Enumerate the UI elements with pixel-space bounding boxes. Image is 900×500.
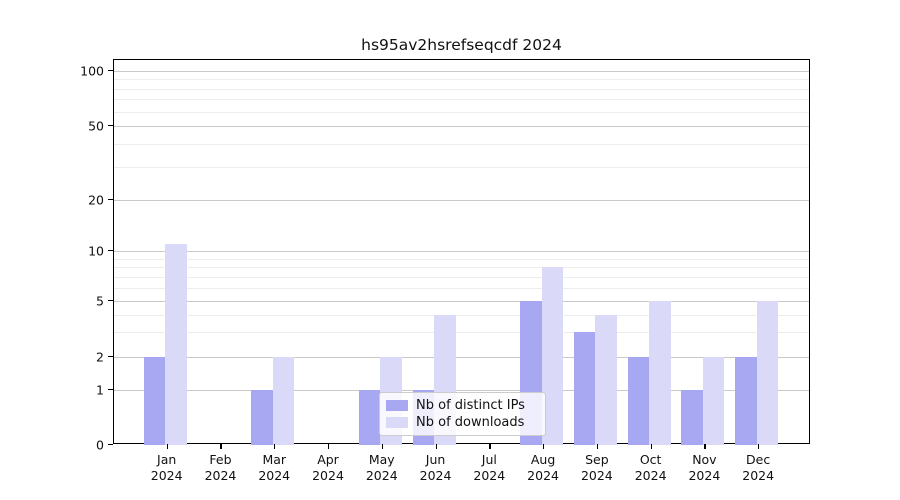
minor-gridline xyxy=(114,314,809,316)
x-tick-label: Jul 2024 xyxy=(473,452,506,483)
x-tick-mark xyxy=(220,444,222,449)
minor-gridline xyxy=(114,332,809,334)
bar-downloads-mar xyxy=(272,357,295,445)
legend-label-distinct-ips: Nb of distinct IPs xyxy=(416,397,525,413)
y-tick-label: 0 xyxy=(96,437,104,452)
minor-gridline xyxy=(114,88,809,90)
legend: Nb of distinct IPs Nb of downloads xyxy=(379,392,546,436)
bar-distinct-ips-jan xyxy=(143,357,166,445)
y-tick-mark xyxy=(108,300,113,302)
x-tick-mark xyxy=(166,444,168,449)
minor-gridline xyxy=(114,111,809,113)
major-gridline xyxy=(114,126,809,127)
x-tick-label: May 2024 xyxy=(365,452,398,483)
major-gridline xyxy=(114,200,809,201)
x-tick-label: Nov 2024 xyxy=(688,452,721,483)
legend-swatch-downloads xyxy=(386,417,408,429)
x-tick-mark xyxy=(328,444,330,449)
x-tick-label: Apr 2024 xyxy=(312,452,344,483)
y-tick-label: 20 xyxy=(88,192,104,207)
x-tick-label: Mar 2024 xyxy=(258,452,291,483)
x-tick-mark xyxy=(758,444,760,449)
major-gridline xyxy=(114,390,809,391)
y-tick-label: 100 xyxy=(80,63,104,78)
y-tick-label: 10 xyxy=(88,243,104,258)
minor-gridline xyxy=(114,167,809,169)
bar-downloads-sep xyxy=(595,314,617,445)
bar-downloads-oct xyxy=(649,301,671,445)
y-tick-label: 2 xyxy=(96,349,104,364)
x-tick-label: Jan 2024 xyxy=(150,452,183,483)
bar-downloads-jan xyxy=(165,243,187,445)
y-tick-label: 50 xyxy=(88,118,104,133)
major-gridline xyxy=(114,301,809,302)
y-tick-mark xyxy=(108,125,113,127)
bar-distinct-ips-oct xyxy=(627,357,650,445)
y-tick-mark xyxy=(108,389,113,391)
x-tick-label: Feb 2024 xyxy=(204,452,237,483)
y-tick-mark xyxy=(108,356,113,358)
x-tick-label: Aug 2024 xyxy=(527,452,559,483)
x-tick-mark xyxy=(489,444,491,449)
y-tick-label: 1 xyxy=(96,382,104,397)
minor-gridline xyxy=(114,79,809,81)
plot-area xyxy=(113,59,810,445)
minor-gridline xyxy=(114,276,809,278)
minor-gridline xyxy=(114,258,809,260)
y-tick-mark xyxy=(108,70,113,72)
minor-gridline xyxy=(114,144,809,146)
x-tick-mark xyxy=(435,444,437,449)
y-tick-mark xyxy=(108,444,113,446)
x-tick-label: Jun 2024 xyxy=(419,452,452,483)
major-gridline xyxy=(114,71,809,72)
legend-entry-downloads: Nb of downloads xyxy=(386,415,539,430)
y-tick-mark xyxy=(108,250,113,252)
chart-title: hs95av2hsrefseqcdf 2024 xyxy=(361,36,562,54)
bar-distinct-ips-dec xyxy=(735,357,757,445)
bar-distinct-ips-nov xyxy=(681,390,703,445)
x-tick-label: Dec 2024 xyxy=(742,452,775,483)
major-gridline xyxy=(114,251,809,252)
bar-distinct-ips-may xyxy=(358,390,381,445)
minor-gridline xyxy=(114,287,809,289)
x-tick-mark xyxy=(596,444,599,449)
x-tick-mark xyxy=(381,444,383,449)
bar-downloads-nov xyxy=(702,357,725,445)
minor-gridline xyxy=(114,267,809,269)
bar-distinct-ips-mar xyxy=(251,390,273,445)
x-tick-mark xyxy=(704,444,706,449)
bar-distinct-ips-sep xyxy=(573,332,596,445)
x-tick-label: Oct 2024 xyxy=(634,452,667,483)
legend-entry-distinct-ips: Nb of distinct IPs xyxy=(386,398,539,413)
y-tick-label: 5 xyxy=(96,293,104,308)
minor-gridline xyxy=(114,99,809,101)
x-tick-label: Sep 2024 xyxy=(580,452,613,483)
y-tick-mark xyxy=(108,199,113,201)
legend-swatch-distinct-ips xyxy=(386,399,408,411)
x-tick-mark xyxy=(650,444,652,449)
bar-downloads-aug xyxy=(541,267,564,445)
legend-label-downloads: Nb of downloads xyxy=(416,415,525,431)
bar-downloads-dec xyxy=(756,301,779,445)
major-gridline xyxy=(114,357,809,358)
x-tick-mark xyxy=(543,444,545,449)
x-tick-mark xyxy=(274,444,276,449)
